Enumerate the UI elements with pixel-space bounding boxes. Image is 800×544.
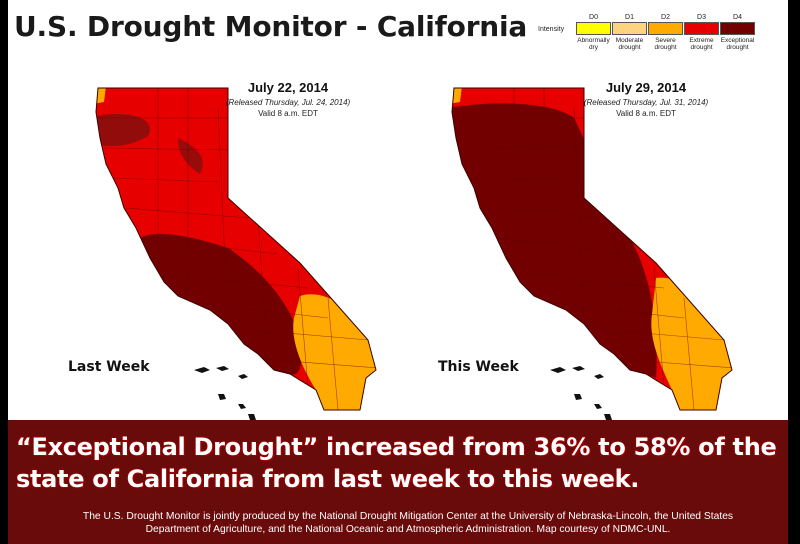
map-released: (Released Thursday, Jul. 31, 2014) bbox=[583, 98, 709, 107]
california-map-last-week bbox=[78, 78, 408, 428]
credit-line-2: Department of Agriculture, and the Natio… bbox=[145, 524, 671, 535]
map-date: July 22, 2014 bbox=[247, 80, 329, 95]
legend-intensity-label: Intensity bbox=[538, 26, 565, 33]
legend-swatch-d3 bbox=[684, 22, 719, 35]
slide: U.S. Drought Monitor - California Intens… bbox=[8, 0, 788, 544]
map-valid: Valid 8 a.m. EDT bbox=[258, 109, 318, 118]
legend-swatch-d2 bbox=[648, 22, 683, 35]
legend-item-d3: D3 Extreme drought bbox=[684, 14, 719, 51]
date-block-last-week: July 22, 2014 (Released Thursday, Jul. 2… bbox=[203, 80, 373, 118]
date-block-this-week: July 29, 2014 (Released Thursday, Jul. 3… bbox=[561, 80, 731, 118]
california-map-this-week bbox=[434, 78, 764, 428]
caption-banner bbox=[8, 420, 788, 544]
legend-item-d0: D0 Abnormally dry bbox=[576, 14, 611, 51]
map-date: July 29, 2014 bbox=[605, 80, 687, 95]
legend-item-d1: D1 Moderate drought bbox=[612, 14, 647, 51]
headline-line-1: “Exceptional Drought” increased from 36%… bbox=[16, 433, 777, 461]
map-released: (Released Thursday, Jul. 24, 2014) bbox=[225, 98, 351, 107]
legend-item-d4: D4 Exceptional drought bbox=[720, 14, 755, 51]
headline: “Exceptional Drought” increased from 36%… bbox=[16, 431, 780, 495]
last-week-label: Last Week bbox=[68, 359, 150, 375]
legend-item-d2: D2 Severe drought bbox=[648, 14, 683, 51]
headline-line-2: state of California from last week to th… bbox=[16, 465, 640, 493]
page-title: U.S. Drought Monitor - California bbox=[14, 10, 528, 43]
credit-text: The U.S. Drought Monitor is jointly prod… bbox=[38, 510, 778, 536]
this-week-label: This Week bbox=[438, 359, 519, 375]
legend-swatch-d0 bbox=[576, 22, 611, 35]
credit-line-1: The U.S. Drought Monitor is jointly prod… bbox=[82, 511, 734, 522]
map-valid: Valid 8 a.m. EDT bbox=[616, 109, 676, 118]
legend-swatch-d4 bbox=[720, 22, 755, 35]
legend-swatch-d1 bbox=[612, 22, 647, 35]
